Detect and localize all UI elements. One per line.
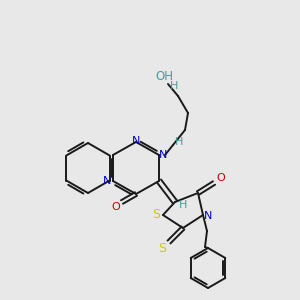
Text: H: H bbox=[175, 137, 183, 147]
Text: H: H bbox=[179, 200, 187, 210]
Text: N: N bbox=[103, 176, 111, 186]
Text: S: S bbox=[152, 208, 160, 221]
Text: S: S bbox=[158, 242, 166, 256]
Text: O: O bbox=[217, 173, 225, 183]
Text: N: N bbox=[204, 211, 212, 221]
Text: N: N bbox=[132, 136, 140, 146]
Text: OH: OH bbox=[155, 70, 173, 83]
Text: N: N bbox=[159, 150, 167, 160]
Text: O: O bbox=[112, 202, 120, 212]
Text: H: H bbox=[170, 81, 178, 91]
